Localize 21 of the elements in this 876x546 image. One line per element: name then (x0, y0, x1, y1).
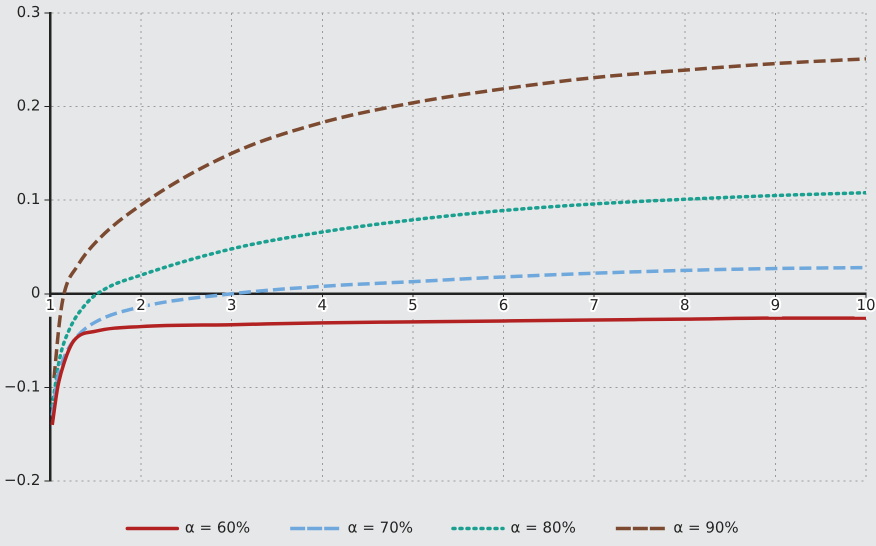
x-tick-label: 7 (589, 296, 599, 314)
y-tick-label: −0.1 (4, 377, 40, 396)
x-tick-label: 3 (226, 296, 236, 314)
legend-label: α = 80% (510, 518, 576, 536)
y-tick-label: 0.3 (16, 2, 40, 21)
y-tick-label: 0.1 (16, 190, 40, 208)
x-tick-label: 1 (46, 296, 56, 314)
line-series (50, 316, 866, 427)
x-tick-label: 8 (680, 296, 690, 314)
x-tick-label: 9 (770, 296, 780, 314)
y-tick-label: 0.2 (16, 96, 40, 114)
x-tick-label: 4 (318, 296, 328, 314)
x-tick-label: 5 (408, 296, 418, 314)
legend-label: α = 90% (673, 518, 739, 536)
legend-label: α = 70% (348, 518, 414, 536)
x-tick-label: 10 (856, 296, 876, 314)
y-tick-label: −0.2 (4, 470, 40, 489)
x-tick-label: 6 (498, 296, 508, 314)
legend-label: α = 60% (184, 518, 250, 536)
x-tick-label: 2 (136, 296, 146, 314)
y-tick-label: 0 (30, 284, 40, 302)
